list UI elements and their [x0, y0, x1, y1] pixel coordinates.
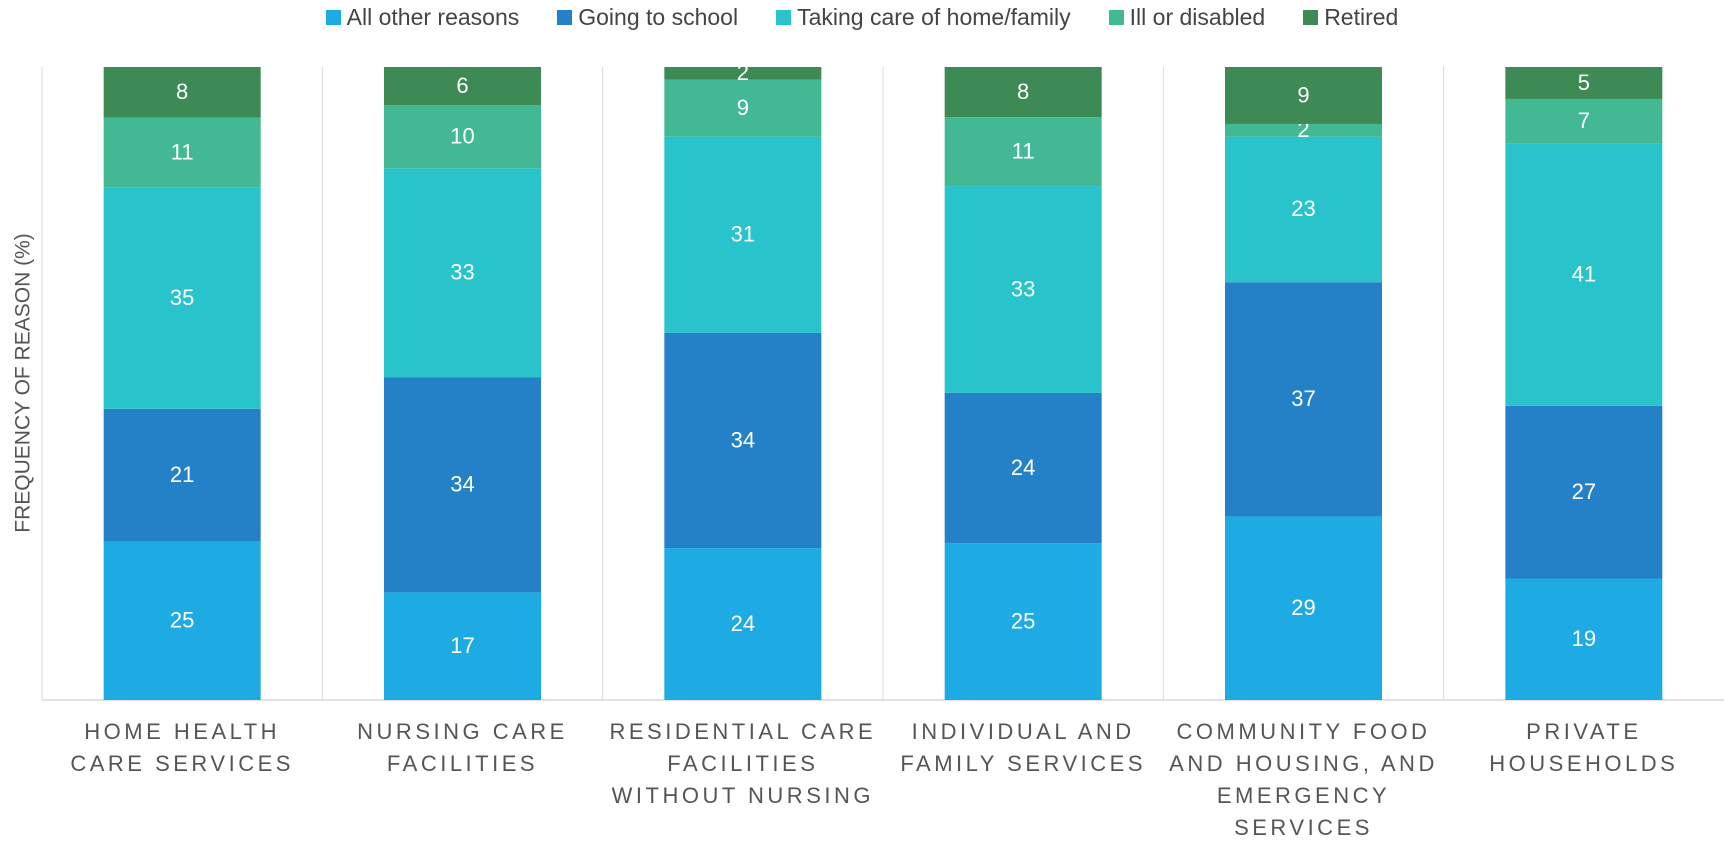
data-label: 24 — [731, 611, 755, 636]
legend-item: Retired — [1303, 4, 1398, 31]
bar-segment — [664, 548, 822, 700]
data-label: 17 — [450, 633, 474, 658]
bar-segment — [944, 392, 1102, 544]
legend-label: Retired — [1324, 4, 1399, 30]
bar-segment — [1505, 143, 1663, 406]
data-label: 25 — [170, 608, 194, 633]
bar-segment — [384, 168, 541, 378]
legend-label: All other reasons — [346, 4, 520, 30]
bar-segment — [944, 117, 1102, 187]
legend: All other reasons Going to school Taking c… — [0, 4, 1724, 31]
bar-segment — [384, 377, 541, 593]
data-label: 8 — [1017, 79, 1029, 104]
data-label: 33 — [450, 260, 474, 285]
data-label: 24 — [1011, 455, 1035, 480]
legend-item: All other reasons — [325, 4, 520, 31]
bar-segment — [664, 79, 822, 137]
bar-segment — [664, 67, 822, 80]
x-tick-label: PRIVATE HOUSEHOLDS — [1489, 719, 1679, 776]
bar-segment — [1505, 67, 1663, 99]
x-tick-label: HOME HEALTH CARE SERVICES — [70, 719, 294, 776]
data-label: 35 — [170, 285, 194, 310]
data-label: 9 — [1297, 82, 1309, 107]
x-tick-label: COMMUNITY FOOD AND HOUSING, AND EMERGENC… — [1169, 719, 1438, 840]
bar-segment — [944, 543, 1102, 700]
legend-swatch — [557, 10, 573, 25]
bar-segment — [384, 592, 541, 700]
data-label: 34 — [731, 427, 755, 452]
bar-segment — [103, 187, 261, 409]
legend-swatch — [325, 10, 341, 25]
y-axis-label: FREQUENCY OF REASON (%) — [12, 233, 35, 532]
data-label: 34 — [450, 472, 474, 497]
data-label: 6 — [456, 73, 468, 98]
data-label: 25 — [1011, 608, 1035, 633]
legend-label: Ill or disabled — [1129, 4, 1266, 30]
bar-segment — [1225, 516, 1382, 700]
data-label: 5 — [1578, 70, 1590, 95]
data-label: 27 — [1572, 479, 1596, 504]
legend-label: Going to school — [578, 4, 739, 30]
data-label: 19 — [1572, 626, 1596, 651]
legend-item: Taking care of home/family — [776, 4, 1071, 31]
legend-swatch — [1303, 10, 1319, 25]
bar-segment — [944, 67, 1102, 118]
data-label: 7 — [1578, 108, 1590, 133]
legend-label: Taking care of home/family — [797, 4, 1071, 30]
legend-swatch — [776, 10, 792, 25]
data-label: 31 — [731, 222, 755, 247]
legend-item: Ill or disabled — [1108, 4, 1266, 31]
bar-segment — [103, 408, 261, 542]
bar-segment — [103, 117, 261, 188]
bar-segment — [103, 67, 261, 118]
data-label: 29 — [1291, 595, 1315, 620]
bar-segment — [1505, 98, 1663, 144]
data-label: 33 — [1011, 276, 1035, 301]
bar-segment — [1505, 578, 1663, 700]
x-tick-label: NURSING CARE FACILITIES — [357, 719, 568, 776]
bar-segment — [1225, 67, 1382, 124]
bar-segment — [664, 332, 822, 549]
bar-segment — [664, 136, 822, 333]
data-label: 11 — [1012, 138, 1035, 163]
x-tick-label: INDIVIDUAL AND FAMILY SERVICES — [900, 719, 1146, 776]
legend-item: Going to school — [557, 4, 738, 31]
legend-swatch — [1108, 10, 1124, 25]
data-label: 2 — [737, 60, 749, 85]
bar-segment — [384, 104, 541, 169]
x-tick-label: RESIDENTIAL CARE FACILITIES WITHOUT NURS… — [609, 719, 877, 808]
data-label: 37 — [1291, 386, 1315, 411]
data-label: 41 — [1572, 262, 1596, 287]
data-label: 8 — [176, 79, 188, 104]
bar-segment — [1225, 136, 1382, 283]
bar-segment — [384, 67, 541, 105]
data-label: 21 — [170, 462, 194, 487]
bar-segment — [1225, 123, 1382, 137]
bar-segment — [1225, 282, 1382, 517]
data-label: 11 — [171, 139, 194, 164]
bar-segment — [1505, 405, 1663, 579]
data-label: 9 — [737, 95, 749, 120]
data-label: 23 — [1291, 196, 1315, 221]
bar-segment — [944, 186, 1102, 393]
data-label: 10 — [450, 123, 474, 148]
bar-segment — [103, 541, 261, 700]
